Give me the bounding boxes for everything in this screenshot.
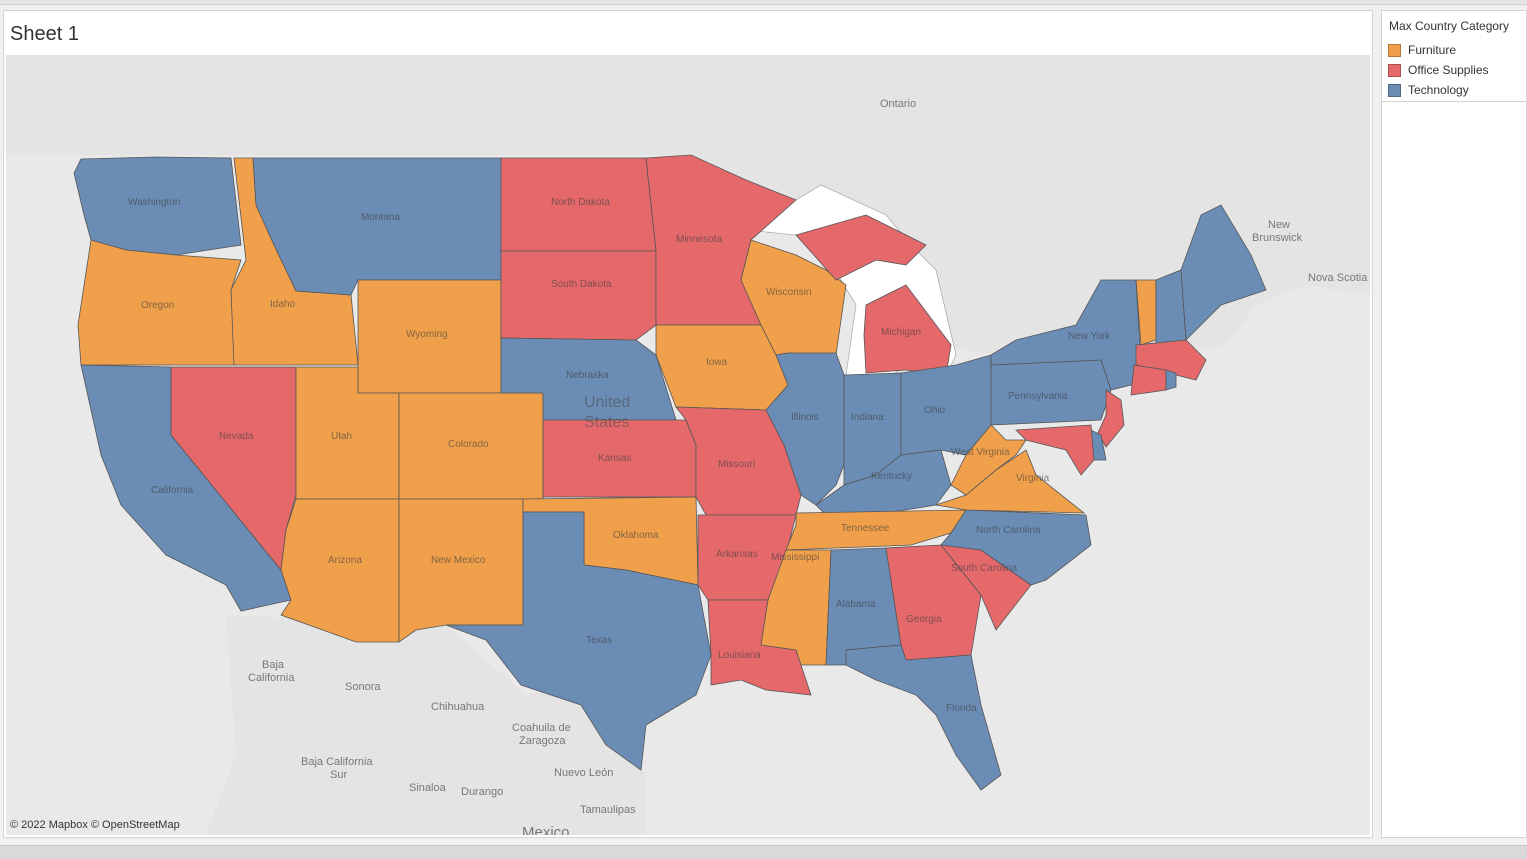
state-south-dakota[interactable] <box>500 250 657 341</box>
worksheet: Sheet 1 <box>3 10 1373 838</box>
map-view[interactable]: Washington Oregon California Nevada Idah… <box>6 55 1370 835</box>
legend-item-technology[interactable]: Technology <box>1388 82 1469 98</box>
state-label: Louisiana <box>718 650 761 661</box>
state-label: South Carolina <box>951 563 1018 574</box>
state-label: Nebraska <box>566 370 609 381</box>
state-label: Wyoming <box>406 329 448 340</box>
state-rhode-island[interactable] <box>1165 369 1177 391</box>
state-label: Iowa <box>706 357 728 368</box>
country-label-line1: United <box>584 394 630 411</box>
legend-swatch <box>1388 83 1401 97</box>
state-label: Wisconsin <box>766 287 812 298</box>
legend-title: Max Country Category <box>1389 19 1510 33</box>
basemap-label: Nuevo León <box>554 767 613 779</box>
state-label: New Mexico <box>431 555 486 566</box>
state-texas[interactable] <box>445 511 712 771</box>
state-label: Oklahoma <box>613 530 659 541</box>
state-layer[interactable] <box>73 154 1267 791</box>
basemap-label: Ontario <box>880 98 916 110</box>
country-label-line2: States <box>584 414 629 431</box>
state-label: West Virginia <box>951 447 1010 458</box>
state-arizona[interactable] <box>280 498 400 643</box>
state-label: Florida <box>946 703 977 714</box>
state-label: Oregon <box>141 300 174 311</box>
basemap-label: Sonora <box>345 681 381 693</box>
basemap-canada <box>6 55 1370 355</box>
basemap-label: Tamaulipas <box>580 804 636 816</box>
basemap-label: Baja <box>262 659 285 671</box>
state-label: Indiana <box>851 412 884 423</box>
basemap-label: Baja California <box>301 756 373 768</box>
state-label: Missouri <box>718 459 755 470</box>
basemap-label: Sinaloa <box>409 782 447 794</box>
basemap-label: Zaragoza <box>519 735 566 747</box>
state-label: Kansas <box>598 453 631 464</box>
basemap-label: California <box>248 672 295 684</box>
state-maine[interactable] <box>1180 204 1267 341</box>
legend-swatch <box>1388 63 1401 77</box>
basemap-mexico <box>206 615 646 835</box>
state-label: Alabama <box>836 599 876 610</box>
state-label: Kentucky <box>871 471 912 482</box>
state-label: New York <box>1068 331 1111 342</box>
state-label: Pennsylvania <box>1008 391 1068 402</box>
state-north-carolina[interactable] <box>940 509 1092 586</box>
sheet-title: Sheet 1 <box>10 23 79 45</box>
state-label: Illinois <box>791 412 819 423</box>
basemap-label: Mexico <box>522 824 570 835</box>
basemap-label: Sur <box>330 769 347 781</box>
top-toolbar <box>0 0 1527 5</box>
legend-swatch <box>1388 43 1401 57</box>
legend-item-furniture[interactable]: Furniture <box>1388 42 1456 58</box>
color-legend: Max Country Category Furniture Office Su… <box>1381 10 1527 102</box>
state-washington[interactable] <box>73 156 242 256</box>
basemap-label: Nova Scotia <box>1308 272 1368 284</box>
state-label: Idaho <box>270 299 295 310</box>
state-label: Washington <box>128 197 180 208</box>
state-label: Utah <box>331 431 352 442</box>
legend-label: Office Supplies <box>1408 63 1489 77</box>
state-label: California <box>151 485 194 496</box>
state-new-jersey[interactable] <box>1097 389 1125 448</box>
bottom-bar <box>0 845 1527 859</box>
state-label: Georgia <box>906 614 942 625</box>
state-maryland[interactable] <box>1015 424 1095 476</box>
legend-label: Furniture <box>1408 43 1457 57</box>
state-illinois[interactable] <box>765 352 845 506</box>
state-montana[interactable] <box>252 157 502 296</box>
state-label: Nevada <box>219 431 254 442</box>
state-label: Minnesota <box>676 234 723 245</box>
state-label: Virginia <box>1016 473 1050 484</box>
state-label: Ohio <box>924 405 946 416</box>
basemap-label: Brunswick <box>1252 232 1303 244</box>
state-label: Montana <box>361 212 400 223</box>
state-massachusetts[interactable] <box>1135 339 1207 381</box>
basemap-label: Coahuila de <box>512 722 571 734</box>
basemap-label: New <box>1268 219 1290 231</box>
state-labels: Washington Oregon California Nevada Idah… <box>128 197 1111 714</box>
state-florida[interactable] <box>845 644 1002 791</box>
state-label: Texas <box>586 635 612 646</box>
map-canvas[interactable]: Washington Oregon California Nevada Idah… <box>6 55 1370 835</box>
state-new-mexico[interactable] <box>398 498 524 643</box>
legend-label: Technology <box>1408 83 1469 97</box>
state-label: Arkansas <box>716 549 758 560</box>
state-label: North Carolina <box>976 525 1041 536</box>
state-label: Michigan <box>881 327 921 338</box>
state-connecticut[interactable] <box>1130 364 1167 396</box>
legend-item-office-supplies[interactable]: Office Supplies <box>1388 62 1489 78</box>
basemap-label: Durango <box>461 786 503 798</box>
state-label: Tennessee <box>841 523 890 534</box>
basemap-label: Chihuahua <box>431 701 485 713</box>
state-label: South Dakota <box>551 279 612 290</box>
state-label: Colorado <box>448 439 489 450</box>
state-label: Mississippi <box>771 552 819 563</box>
state-label: Arizona <box>328 555 362 566</box>
map-attribution[interactable]: © 2022 Mapbox © OpenStreetMap <box>10 819 180 831</box>
state-label: North Dakota <box>551 197 610 208</box>
side-panel <box>1381 102 1527 838</box>
